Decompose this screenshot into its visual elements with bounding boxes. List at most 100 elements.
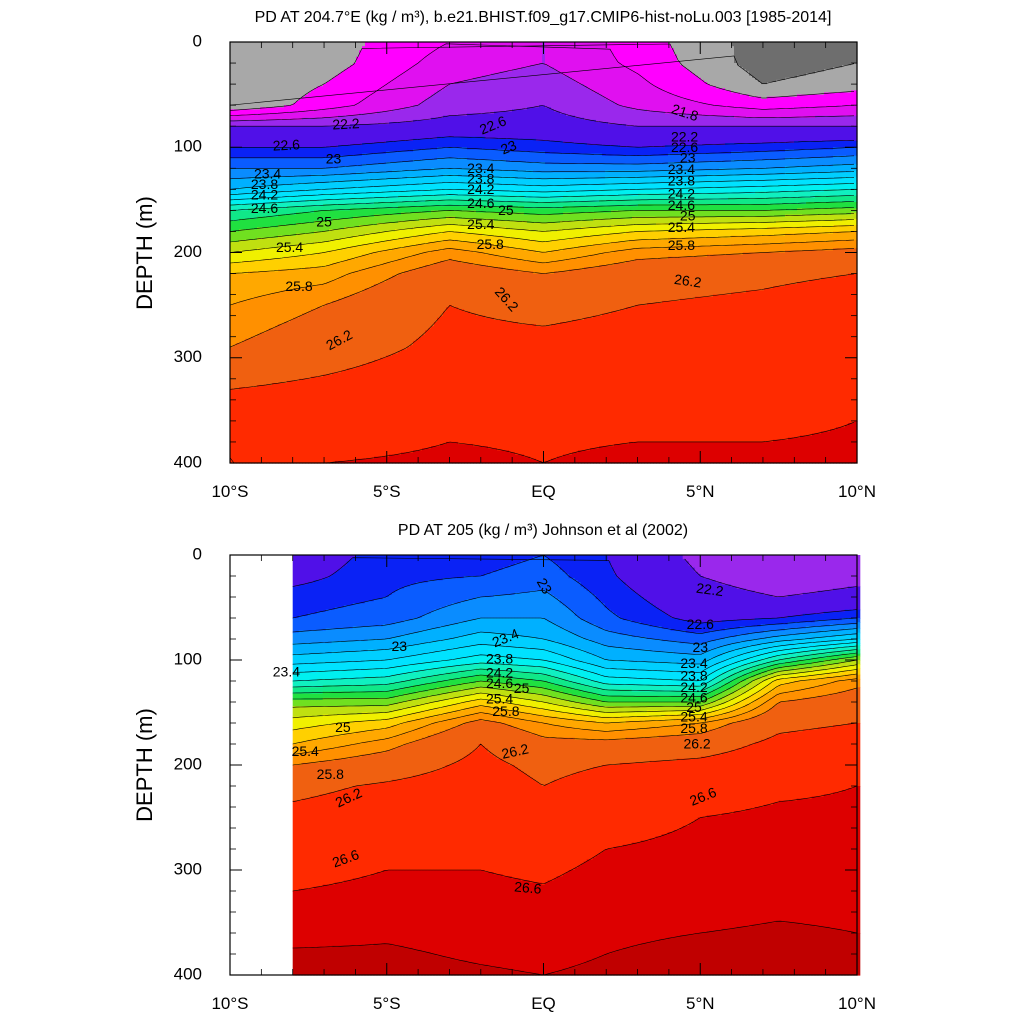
field-cell: [794, 117, 798, 127]
field-cell: [308, 267, 312, 287]
field-cell: [245, 119, 249, 127]
field-cell: [842, 65, 846, 94]
field-cell: [845, 65, 849, 94]
field-cell: [359, 366, 363, 460]
field-cell: [605, 170, 609, 178]
field-cell: [728, 254, 732, 296]
field-cell: [587, 191, 591, 197]
field-cell: [398, 229, 402, 239]
field-cell: [569, 454, 573, 464]
field-cell: [677, 96, 681, 115]
field-cell: [632, 183, 636, 190]
field-cell: [767, 252, 771, 289]
field-cell: [410, 202, 414, 207]
field-cell: [299, 244, 303, 258]
field-cell: [356, 256, 360, 272]
field-cell: [701, 180, 705, 188]
field-cell: [731, 254, 735, 294]
field-cell: [521, 271, 525, 325]
field-cell: [398, 151, 402, 163]
field-cell: [467, 176, 471, 184]
field-cell: [743, 69, 747, 96]
field-cell: [671, 441, 675, 464]
field-cell: [776, 178, 780, 186]
field-cell: [704, 223, 708, 230]
field-cell: [548, 263, 552, 275]
field-cell: [527, 170, 531, 180]
field-cell: [710, 170, 714, 176]
field-cell: [767, 151, 771, 161]
field-cell: [833, 189, 837, 197]
field-cell: [581, 84, 585, 119]
field-cell: [338, 263, 342, 279]
field-cell: [335, 460, 339, 464]
field-cell: [605, 265, 609, 315]
field-cell: [419, 336, 423, 451]
field-cell: [629, 183, 633, 190]
field-cell: [836, 178, 840, 184]
field-cell: [566, 115, 570, 144]
field-cell: [239, 239, 243, 251]
field-cell: [497, 206, 501, 214]
field-cell: [740, 235, 744, 245]
field-cell: [788, 227, 792, 235]
field-cell: [398, 454, 402, 464]
field-cell: [422, 212, 426, 220]
field-column: [656, 42, 660, 464]
field-cell: [590, 202, 594, 207]
field-cell: [692, 126, 696, 146]
field-cell: [404, 178, 408, 186]
field-cell: [344, 69, 348, 108]
field-column: [710, 42, 714, 464]
field-cell: [467, 206, 471, 211]
field-cell: [620, 65, 624, 106]
field-cell: [803, 75, 807, 96]
field-column: [584, 42, 588, 464]
field-cell: [536, 191, 540, 199]
field-cell: [737, 223, 741, 230]
field-cell: [263, 204, 267, 209]
field-cell: [245, 229, 249, 241]
field-cell: [338, 204, 342, 211]
field-cell: [485, 235, 489, 245]
field-cell: [488, 212, 492, 220]
field-cell: [839, 67, 843, 94]
field-cell: [383, 153, 387, 165]
field-column: [602, 42, 606, 464]
field-cell: [503, 256, 507, 270]
field-cell: [245, 260, 249, 275]
field-cell: [398, 178, 402, 186]
field-cell: [296, 119, 300, 127]
field-cell: [716, 441, 720, 464]
field-cell: [248, 387, 252, 464]
field-cell: [683, 441, 687, 464]
field-cell: [650, 239, 654, 249]
field-cell: [746, 252, 750, 291]
field-cell: [344, 204, 348, 211]
field-cell: [464, 189, 468, 197]
field-cell: [419, 183, 423, 192]
field-cell: [692, 210, 696, 218]
field-cell: [428, 252, 432, 266]
field-cell: [395, 140, 399, 152]
field-cell: [242, 178, 246, 188]
field-cell: [314, 231, 318, 243]
field-cell: [773, 439, 777, 464]
field-cell: [404, 151, 408, 163]
field-cell: [488, 191, 492, 197]
field-cell: [413, 212, 417, 222]
field-cell: [386, 239, 390, 251]
field-column: [524, 42, 528, 464]
field-cell: [620, 147, 624, 157]
field-cell: [242, 204, 246, 211]
field-cell: [749, 216, 753, 224]
field-cell: [353, 145, 357, 157]
field-cell: [398, 185, 402, 192]
field-cell: [332, 250, 336, 264]
field-cell: [617, 124, 621, 146]
field-cell: [674, 94, 678, 115]
field-cell: [590, 227, 594, 237]
field-cell: [518, 195, 522, 203]
field-cell: [449, 206, 453, 211]
field-cell: [383, 178, 387, 186]
